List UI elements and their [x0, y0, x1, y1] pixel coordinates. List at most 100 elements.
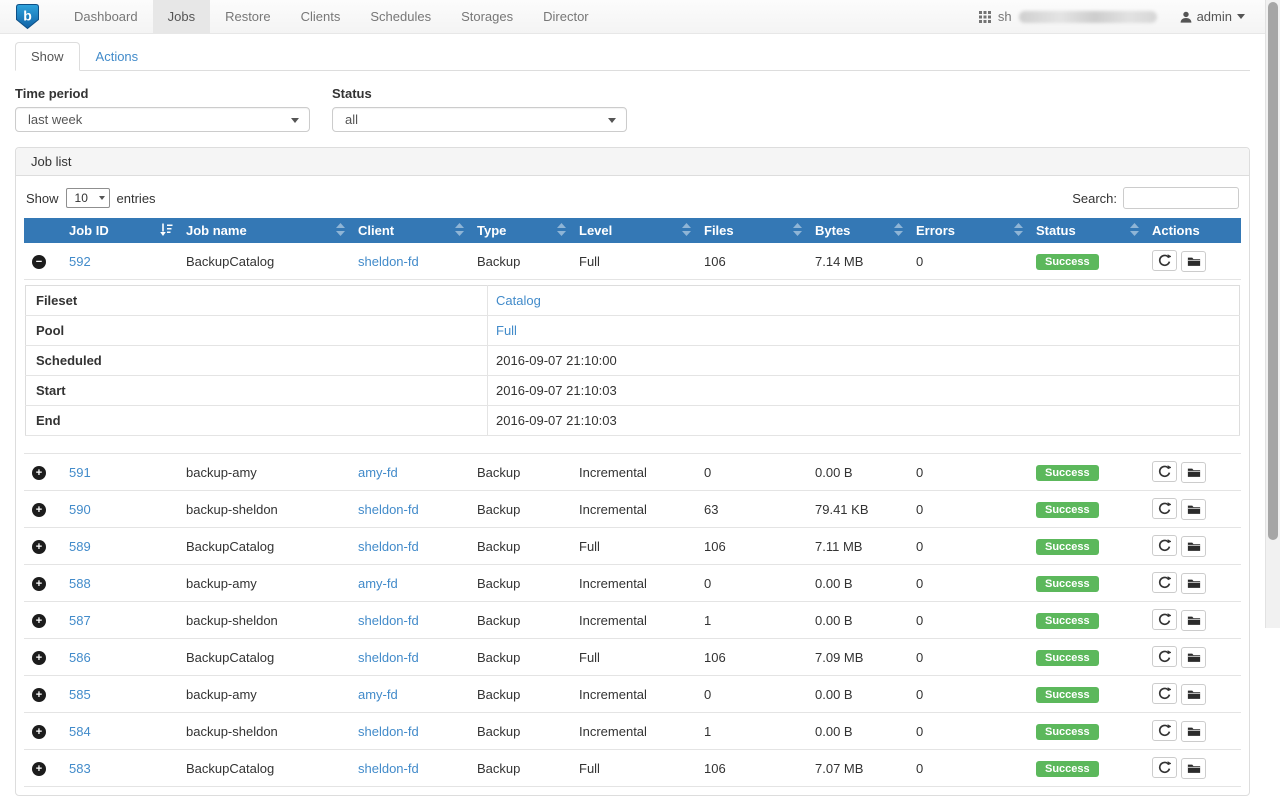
job-id-link[interactable]: 590 [69, 501, 91, 517]
expand-column-header [24, 218, 61, 243]
job-files-button[interactable] [1181, 573, 1206, 594]
client-link[interactable]: sheldon-fd [358, 723, 419, 739]
restart-job-button[interactable] [1152, 609, 1177, 630]
expand-row-button[interactable]: + [32, 540, 46, 555]
search-label: Search: [1072, 190, 1117, 206]
column-header-job-name[interactable]: Job name [178, 218, 350, 243]
job-row-585: +585 backup-amy amy-fd Backup Incremental 0 0.… [24, 675, 1241, 713]
nav-item-schedules[interactable]: Schedules [370, 9, 432, 24]
job-files-button[interactable] [1181, 684, 1206, 705]
restart-icon [1158, 576, 1171, 589]
column-header-status[interactable]: Status [1028, 218, 1144, 243]
job-files-button[interactable] [1181, 721, 1206, 742]
restart-job-button[interactable] [1152, 646, 1177, 667]
nav-item-restore[interactable]: Restore [225, 9, 271, 24]
nav-item-jobs[interactable]: Jobs [152, 0, 211, 34]
entries-value: 10 [74, 191, 88, 205]
restart-job-button[interactable] [1152, 683, 1177, 704]
pool-link[interactable]: Full [496, 323, 517, 338]
nav-item-storages[interactable]: Storages [461, 9, 514, 24]
client-link[interactable]: sheldon-fd [358, 612, 419, 628]
tab-show[interactable]: Show [15, 42, 80, 71]
show-label: Show [26, 190, 59, 206]
status-select[interactable]: all [332, 107, 627, 132]
job-files-button[interactable] [1181, 462, 1206, 483]
collapse-row-button[interactable]: − [32, 255, 46, 270]
restart-job-button[interactable] [1152, 461, 1177, 482]
job-level-cell: Incremental [571, 675, 696, 713]
expand-row-button[interactable]: + [32, 651, 46, 666]
expand-row-button[interactable]: + [32, 725, 46, 740]
app-logo[interactable]: b [14, 3, 41, 30]
column-header-bytes[interactable]: Bytes [807, 218, 908, 243]
scrollbar-thumb[interactable] [1268, 2, 1278, 540]
client-cell: amy-fd [350, 453, 469, 491]
job-level-cell: Incremental [571, 601, 696, 639]
column-header-files[interactable]: Files [696, 218, 807, 243]
column-header-type[interactable]: Type [469, 218, 571, 243]
client-link[interactable]: sheldon-fd [358, 649, 419, 665]
apps-grid-icon[interactable] [978, 10, 991, 23]
column-header-actions[interactable]: Actions [1144, 218, 1241, 243]
expand-row-button[interactable]: + [32, 466, 46, 481]
client-link[interactable]: amy-fd [358, 464, 398, 480]
client-link[interactable]: sheldon-fd [358, 760, 419, 776]
expand-row-button[interactable]: + [32, 577, 46, 592]
client-link[interactable]: sheldon-fd [358, 501, 419, 517]
restart-icon [1158, 502, 1171, 515]
restart-job-button[interactable] [1152, 757, 1177, 778]
expand-row-button[interactable]: + [32, 688, 46, 703]
sort-icon [455, 223, 464, 239]
column-header-errors[interactable]: Errors [908, 218, 1028, 243]
job-name-cell: backup-amy [178, 453, 350, 491]
job-name-cell: BackupCatalog [178, 243, 350, 280]
job-files-button[interactable] [1181, 536, 1206, 557]
client-link[interactable]: amy-fd [358, 686, 398, 702]
nav-item-clients[interactable]: Clients [300, 9, 341, 24]
column-header-level[interactable]: Level [571, 218, 696, 243]
job-id-cell: 585 [61, 675, 178, 713]
tab-actions[interactable]: Actions [95, 49, 139, 64]
job-files-button[interactable] [1181, 499, 1206, 520]
restart-job-button[interactable] [1152, 720, 1177, 741]
client-link[interactable]: amy-fd [358, 575, 398, 591]
nav-item-dashboard[interactable]: Dashboard [74, 9, 138, 24]
expand-cell: + [24, 749, 61, 787]
folder-icon [1187, 468, 1200, 477]
vertical-scrollbar[interactable] [1265, 0, 1280, 628]
folder-icon [1187, 257, 1200, 266]
entries-select[interactable]: 10 [65, 188, 110, 208]
column-header-job-id[interactable]: Job ID [61, 218, 178, 243]
job-id-link[interactable]: 585 [69, 686, 91, 702]
restart-job-button[interactable] [1152, 535, 1177, 556]
job-id-link[interactable]: 591 [69, 464, 91, 480]
job-id-link[interactable]: 586 [69, 649, 91, 665]
job-id-link[interactable]: 588 [69, 575, 91, 591]
expand-row-button[interactable]: + [32, 503, 46, 518]
job-level-cell: Incremental [571, 490, 696, 528]
time-period-select[interactable]: last week [15, 107, 310, 132]
job-id-link[interactable]: 587 [69, 612, 91, 628]
actions-cell [1144, 453, 1241, 491]
job-id-link[interactable]: 584 [69, 723, 91, 739]
job-id-link[interactable]: 592 [69, 253, 91, 269]
restart-job-button[interactable] [1152, 572, 1177, 593]
job-files-button[interactable] [1181, 251, 1206, 272]
user-menu[interactable]: admin [1180, 9, 1245, 24]
client-link[interactable]: sheldon-fd [358, 538, 419, 554]
client-link[interactable]: sheldon-fd [358, 253, 419, 269]
search-input[interactable] [1123, 187, 1239, 209]
job-files-button[interactable] [1181, 758, 1206, 779]
nav-item-director[interactable]: Director [543, 9, 589, 24]
job-id-link[interactable]: 583 [69, 760, 91, 776]
column-header-client[interactable]: Client [350, 218, 469, 243]
client-cell: sheldon-fd [350, 243, 469, 280]
job-files-button[interactable] [1181, 647, 1206, 668]
restart-job-button[interactable] [1152, 498, 1177, 519]
restart-job-button[interactable] [1152, 250, 1177, 271]
expand-row-button[interactable]: + [32, 762, 46, 777]
fileset-link[interactable]: Catalog [496, 293, 541, 308]
job-id-link[interactable]: 589 [69, 538, 91, 554]
expand-row-button[interactable]: + [32, 614, 46, 629]
actions-cell [1144, 712, 1241, 750]
